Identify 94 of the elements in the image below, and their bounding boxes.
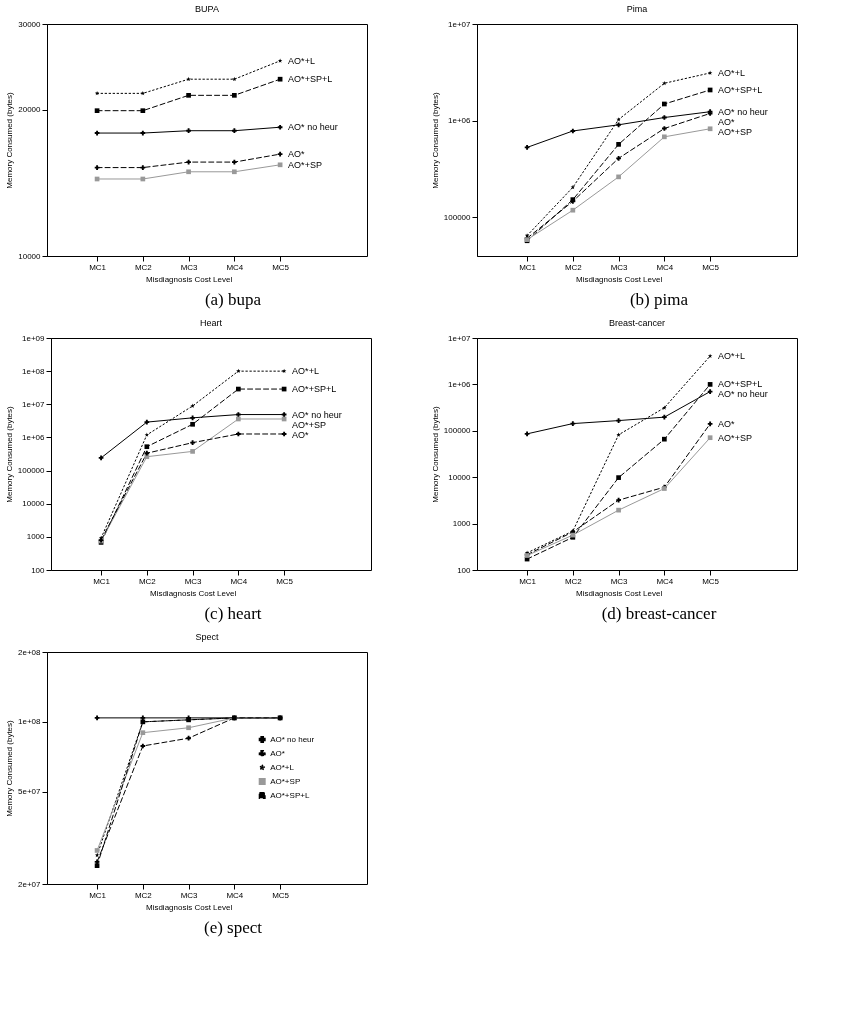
x-axis-title: Misdiagnosis Cost Level [145,274,233,284]
y-axis-title: Memory Consumed (bytes) [5,719,15,817]
x-tick-label: MC5 [272,262,290,272]
series-label: AO*+L [288,55,315,66]
x-tick-label: MC4 [230,576,248,586]
x-tick-label: MC1 [89,262,107,272]
x-tick-label: MC3 [180,890,199,900]
chart-title: Pima [626,4,648,14]
x-tick-label: MC3 [184,576,203,586]
y-tick-label: 1e+07 [448,19,472,29]
x-axis-title: Misdiagnosis Cost Level [149,588,237,598]
legend-label: AO*+SP [270,776,301,786]
y-tick-label: 10000 [18,251,42,261]
y-tick-label: 5e+07 [18,787,42,797]
x-tick-label: MC4 [226,890,244,900]
y-tick-label: 1e+07 [22,399,46,409]
y-tick-label: 100000 [443,426,472,436]
y-tick-label: 100 [31,565,46,575]
y-tick-label: 2e+07 [18,879,42,889]
x-tick-label: MC5 [702,262,720,272]
y-tick-label: 100 [457,565,472,575]
y-tick-label: 1000 [452,519,472,529]
y-tick-label: 20000 [18,105,42,115]
x-tick-label: MC5 [702,576,720,586]
series-label: AO*+SP+L [288,74,333,85]
series-label: AO*+SP [292,419,326,430]
series-label: AO*+SP [288,159,322,170]
series-label: AO* [718,418,736,429]
x-tick-label: MC2 [134,262,153,272]
chart-title: BUPA [195,4,219,14]
x-tick-label: MC2 [564,262,583,272]
series-label: AO*+SP+L [718,379,763,390]
x-tick-label: MC3 [180,262,199,272]
text: (a) bupa [203,290,263,310]
y-tick-label: 1e+06 [448,379,472,389]
chart-title: Breast-cancer [608,318,666,328]
x-tick-label: MC3 [610,262,629,272]
y-tick-label: 1e+09 [22,333,46,343]
y-tick-label: 100000 [443,213,472,222]
chart-title: Spect [195,632,220,642]
series-label: AO* no heur [718,106,768,117]
series-label: AO* [292,429,310,440]
y-tick-label: 100000 [17,466,46,476]
y-tick-label: 1e+08 [18,717,42,727]
x-tick-label: MC5 [272,890,290,900]
x-axis-title: Misdiagnosis Cost Level [575,274,663,284]
y-axis-title: Memory Consumed (bytes) [4,405,14,503]
x-axis-title: Misdiagnosis Cost Level [575,588,663,598]
y-tick-label: 10000 [22,499,46,509]
y-tick-label: 10000 [448,472,472,482]
series-label: AO* no heur [292,409,342,420]
text: (e) spect [202,918,264,938]
legend-label: AO* no heur [270,734,315,744]
y-axis-title: Memory Consumed (bytes) [5,91,15,189]
y-tick-label: 2e+08 [18,647,42,657]
y-tick-label: 1e+07 [448,333,472,343]
y-tick-label: 1e+08 [22,366,46,376]
x-tick-label: MC1 [89,890,107,900]
legend-label: AO*+L [270,762,295,772]
text: (c) heart [203,604,263,624]
x-tick-label: MC1 [519,262,537,272]
series-label: AO*+L [718,67,745,78]
x-tick-label: MC4 [656,576,674,586]
y-tick-label: 30000 [18,19,42,29]
series-label: AO* no heur [288,122,338,133]
series-label: AO*+L [718,351,745,362]
series-label: AO*+SP [718,432,752,443]
x-tick-label: MC2 [138,576,157,586]
x-tick-label: MC1 [519,576,537,586]
x-tick-label: MC2 [564,576,583,586]
series-label: AO*+SP+L [292,384,337,395]
x-tick-label: MC4 [226,262,244,272]
series-label: AO* no heur [718,389,768,400]
text: (b) pima [628,290,690,310]
y-tick-label: 1e+06 [448,116,472,126]
series-label: AO*+L [292,366,319,377]
text: (d) breast-cancer [600,604,718,624]
y-tick-label: 1000 [26,532,46,542]
x-tick-label: MC1 [93,576,111,586]
x-tick-label: MC3 [610,576,629,586]
legend-label: AO* [270,748,285,758]
legend-label: AO*+SP+L [270,790,310,800]
y-axis-title: Memory Consumed (bytes) [430,91,440,189]
x-tick-label: MC4 [656,262,674,272]
x-axis-title: Misdiagnosis Cost Level [145,902,233,912]
x-tick-label: MC5 [276,576,294,586]
y-tick-label: 1e+06 [22,432,46,442]
y-axis-title: Memory Consumed (bytes) [430,405,440,503]
x-tick-label: MC2 [134,890,153,900]
chart-title: Heart [199,318,223,328]
series-label: AO*+SP+L [718,84,763,95]
series-label: AO* [288,149,306,160]
series-label: AO*+SP [718,126,752,137]
series-label: AO* [718,116,736,127]
